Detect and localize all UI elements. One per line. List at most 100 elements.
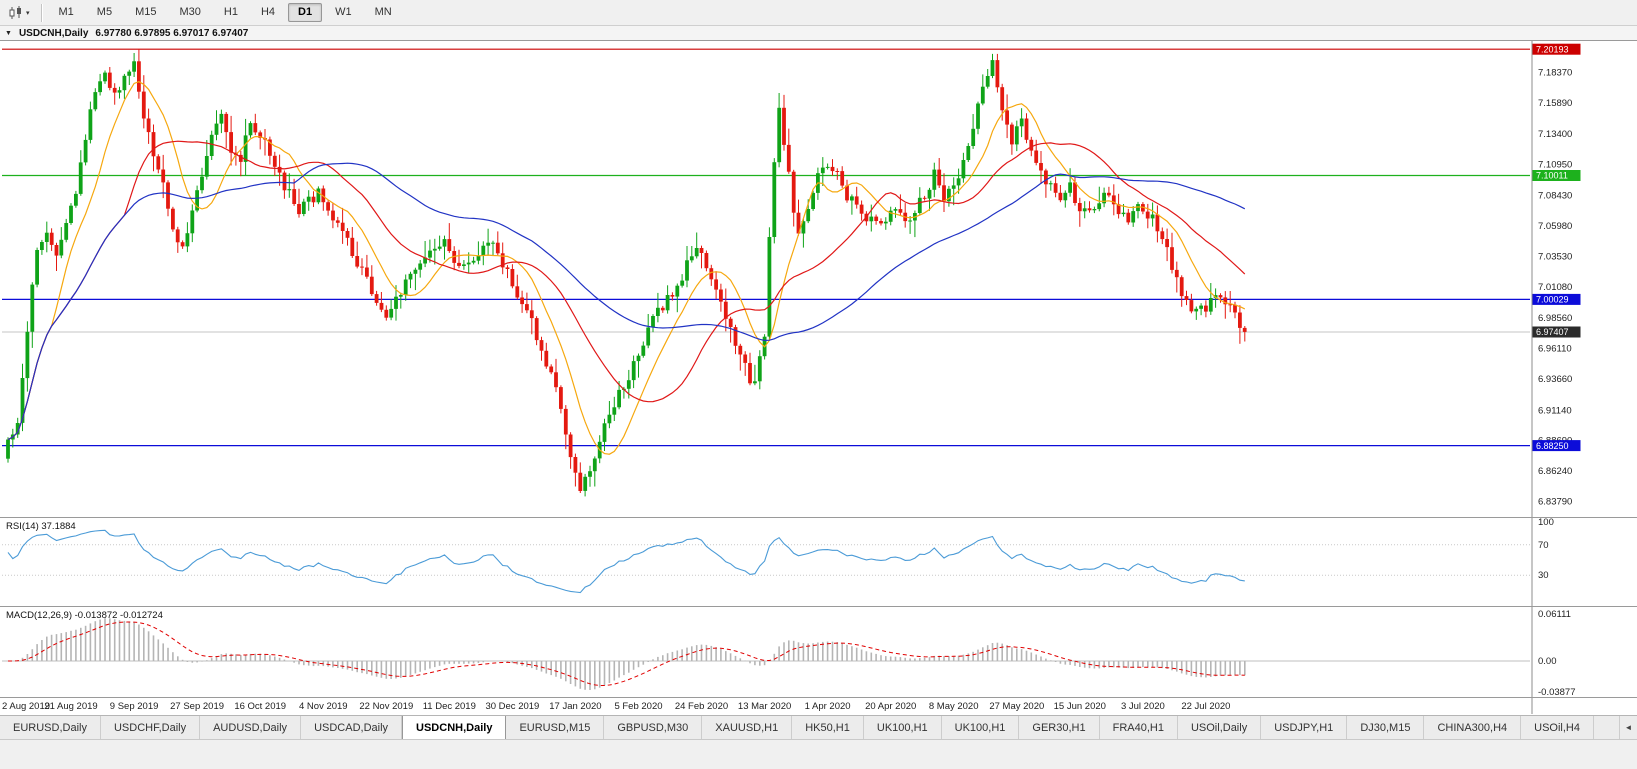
time-axis-label: 22 Jul 2020 [1181, 701, 1230, 712]
time-axis-label: 24 Feb 2020 [675, 701, 728, 712]
price-axis-label: 7.10950 [1538, 159, 1572, 170]
chart-tab-hk50-h1[interactable]: HK50,H1 [792, 716, 864, 739]
price-axis-label: 6.93660 [1538, 374, 1572, 385]
macd-canvas[interactable]: 0.06111 0.00 -0.03877 MACD(12,26,9) -0.0138… [0, 607, 1637, 697]
svg-text:6.97407: 6.97407 [1536, 327, 1569, 337]
macd-axis: 0.06111 0.00 -0.03877 [1531, 607, 1576, 697]
chart-tab-eurusd-daily[interactable]: EURUSD,Daily [0, 716, 101, 739]
time-axis-label: 27 May 2020 [989, 701, 1044, 712]
time-axis[interactable]: 2 Aug 2019 21 Aug 2019 9 Sep 2019 27 Sep 20… [0, 697, 1637, 715]
level-price-badge: 7.20193 [1532, 43, 1581, 55]
rsi-line [7, 529, 1245, 594]
chart-tab-fra40-h1[interactable]: FRA40,H1 [1099, 716, 1178, 739]
timeframe-button-m5[interactable]: M5 [96, 6, 113, 18]
tab-scroll-left-icon[interactable]: ◄ [1619, 716, 1637, 739]
price-axis-label: 7.01080 [1538, 282, 1572, 293]
time-axis-label: 1 Apr 2020 [805, 701, 851, 712]
macd-axis-label: 0.00 [1538, 656, 1557, 667]
chart-tab-usoil-daily[interactable]: USOil,Daily [1177, 716, 1262, 739]
level-lines [2, 48, 1530, 447]
timeframe-button-m30[interactable]: M30 [179, 6, 201, 18]
svg-text:7.00029: 7.00029 [1536, 295, 1569, 305]
time-axis-label: 20 Apr 2020 [865, 701, 916, 712]
price-axis-label: 7.05980 [1538, 221, 1572, 232]
timeframe-button-w1[interactable]: W1 [335, 6, 352, 18]
rsi-axis-label: 70 [1538, 540, 1549, 551]
price-axis: 7.18370 7.15890 7.13400 7.10950 7.08430 7.059… [1531, 41, 1581, 517]
moving-average-lines [7, 81, 1246, 455]
bottom-filler [0, 739, 1637, 769]
time-axis-label: 30 Dec 2019 [485, 701, 539, 712]
timeframe-buttons: M1 M5 M15 M30 H1 H4 D1 W1 MN [49, 3, 402, 22]
macd-histogram [12, 618, 1246, 690]
level-price-badge: 6.88250 [1532, 440, 1581, 452]
timeframe-button-h4[interactable]: H4 [260, 6, 276, 18]
svg-text:6.88250: 6.88250 [1536, 441, 1569, 451]
chart-tab-usdcad-daily[interactable]: USDCAD,Daily [301, 716, 403, 739]
rsi-panel[interactable]: 100 70 30 RSI(14) 37.1884 [0, 517, 1637, 606]
rsi-level-lines [2, 544, 1530, 576]
rsi-canvas[interactable]: 100 70 30 RSI(14) 37.1884 [0, 518, 1637, 606]
timeframe-button-mn[interactable]: MN [374, 6, 392, 18]
time-axis-label: 15 Jun 2020 [1054, 701, 1106, 712]
macd-panel[interactable]: 0.06111 0.00 -0.03877 MACD(12,26,9) -0.0138… [0, 606, 1637, 697]
price-axis-label: 6.86240 [1538, 466, 1572, 477]
chart-tab-gbpusd-m30[interactable]: GBPUSD,M30 [604, 716, 703, 739]
time-axis-label: 2 Aug 2019 [2, 701, 50, 712]
time-axis-label: 16 Oct 2019 [234, 701, 286, 712]
price-axis-label: 6.96110 [1538, 344, 1572, 355]
chart-tab-xauusd-h1[interactable]: XAUUSD,H1 [702, 716, 793, 739]
chart-tab-usoil-h4[interactable]: USOil,H4 [1521, 716, 1594, 739]
timeframe-button-h1[interactable]: H1 [223, 6, 238, 18]
chart-tab-uk100-h1[interactable]: UK100,H1 [941, 716, 1020, 739]
rsi-axis-label: 30 [1538, 570, 1549, 581]
price-axis-label: 7.15890 [1538, 98, 1572, 109]
chart-tab-uk100-h1[interactable]: UK100,H1 [863, 716, 942, 739]
chart-type-icon[interactable]: ▾ [4, 4, 34, 22]
time-axis-label: 27 Sep 2019 [170, 701, 224, 712]
chart-tabs-bar: EURUSD,Daily USDCHF,Daily AUDUSD,Daily USDC… [0, 715, 1637, 739]
time-axis-label: 9 Sep 2019 [110, 701, 159, 712]
macd-axis-label: -0.03877 [1538, 687, 1576, 697]
toolbar-separator [40, 3, 42, 22]
chart-tab-china300-h4[interactable]: CHINA300,H4 [1424, 716, 1522, 739]
price-axis-label: 7.13400 [1538, 129, 1572, 140]
candles [6, 49, 1247, 497]
level-price-badge: 7.10011 [1532, 170, 1581, 181]
chart-tab-usdjpy-h1[interactable]: USDJPY,H1 [1261, 716, 1348, 739]
time-axis-label: 8 May 2020 [929, 701, 979, 712]
macd-signal-line [8, 621, 1245, 686]
rsi-axis: 100 70 30 [1531, 518, 1554, 606]
macd-title: MACD(12,26,9) -0.013872 -0.012724 [6, 610, 163, 621]
time-axis-label: 3 Jul 2020 [1121, 701, 1165, 712]
chart-tab-usdcnh-daily[interactable]: USDCNH,Daily [402, 716, 507, 739]
rsi-title: RSI(14) 37.1884 [6, 521, 76, 532]
candlestick-glyph [9, 5, 21, 19]
chart-tab-usdchf-daily[interactable]: USDCHF,Daily [100, 716, 201, 739]
timeframe-button-m15[interactable]: M15 [135, 6, 157, 18]
timeframe-button-d1[interactable]: D1 [288, 3, 323, 22]
timeframes-toolbar: ▾ M1 M5 M15 M30 H1 H4 D1 W1 MN [0, 0, 1637, 26]
time-axis-label: 13 Mar 2020 [738, 701, 791, 712]
main-chart-panel[interactable]: 7.18370 7.15890 7.13400 7.10950 7.08430 7.059… [0, 41, 1637, 517]
price-axis-label: 7.08430 [1538, 191, 1572, 202]
chart-tab-eurusd-m15[interactable]: EURUSD,M15 [506, 716, 605, 739]
time-axis-label: 21 Aug 2019 [44, 701, 97, 712]
chart-tab-ger30-h1[interactable]: GER30,H1 [1019, 716, 1100, 739]
chart-tab-dj30-m15[interactable]: DJ30,M15 [1347, 716, 1425, 739]
chart-tab-audusd-daily[interactable]: AUDUSD,Daily [200, 716, 302, 739]
timeframe-button-m1[interactable]: M1 [58, 6, 74, 18]
chart-title-bar: ▼ USDCNH,Daily 6.97780 6.97895 6.97017 6… [0, 26, 1637, 41]
chart-menu-icon[interactable]: ▼ [5, 29, 12, 37]
svg-text:7.20193: 7.20193 [1536, 44, 1569, 54]
current-price-badge: 6.97407 [1532, 326, 1581, 338]
time-axis-label: 5 Feb 2020 [614, 701, 662, 712]
chart-ohlc-values: 6.97780 6.97895 6.97017 6.97407 [95, 27, 249, 39]
time-axis-label: 22 Nov 2019 [359, 701, 413, 712]
price-chart-canvas[interactable]: 7.18370 7.15890 7.13400 7.10950 7.08430 7.059… [0, 41, 1637, 517]
time-axis-label: 11 Dec 2019 [423, 701, 476, 712]
chart-symbol-title: USDCNH,Daily [18, 27, 89, 39]
